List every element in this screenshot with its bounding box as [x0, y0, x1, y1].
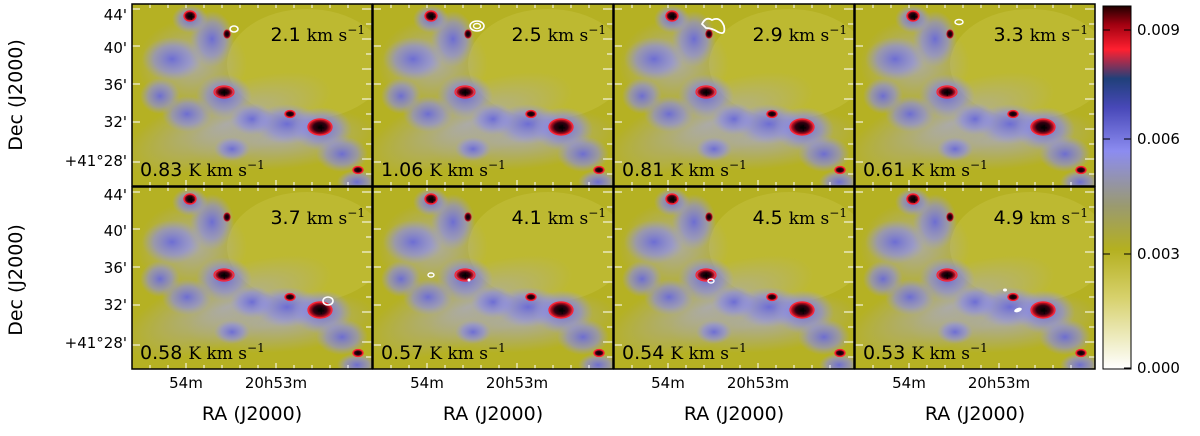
- velocity-label: 2.1 km s−1: [270, 23, 365, 46]
- y-axis-label: Dec (J2000): [5, 224, 27, 336]
- y-tick-label: 36': [104, 76, 127, 94]
- colorbar-tick-label: 0.009: [1137, 21, 1180, 39]
- x-axis-label: RA (J2000): [684, 403, 784, 425]
- y-tick-label: 40': [104, 39, 127, 57]
- white-contour: [1014, 307, 1022, 313]
- x-tick-label: 20h53m: [727, 374, 789, 392]
- x-axis-label: RA (J2000): [202, 403, 302, 425]
- velocity-label: 3.3 km s−1: [993, 23, 1088, 46]
- x-tick-label: 54m: [892, 374, 926, 392]
- y-tick-label: 44': [104, 186, 127, 204]
- x-tick-label: 54m: [410, 374, 444, 392]
- channel-panel: [613, 3, 855, 187]
- y-tick-label: 32': [104, 296, 127, 314]
- x-tick-labels: 54m 20h53m 54m 20h53m 54m 20h53m 54m 20h…: [169, 374, 1030, 392]
- integrated-intensity-label: 0.61 K km s−1: [863, 158, 988, 181]
- velocity-label: 2.9 km s−1: [752, 23, 847, 46]
- integrated-intensity-label: 0.58 K km s−1: [140, 341, 265, 364]
- x-axis-label: RA (J2000): [925, 403, 1025, 425]
- colorbar-tick-label: 0.003: [1137, 245, 1180, 263]
- white-contour: [427, 272, 435, 278]
- channel-panel: [131, 3, 373, 187]
- white-contour: [700, 17, 726, 35]
- white-contour: [322, 296, 334, 306]
- white-contour: [472, 22, 482, 30]
- x-tick-label: 54m: [651, 374, 685, 392]
- y-tick-label: +41°28': [65, 152, 127, 170]
- integrated-intensity-label: 0.83 K km s−1: [140, 158, 265, 181]
- channel-panel: [372, 3, 614, 187]
- colorbar-tick-label: 0.000: [1137, 359, 1180, 377]
- integrated-intensity-label: 1.06 K km s−1: [381, 158, 506, 181]
- integrated-intensity-label: 0.53 K km s−1: [863, 341, 988, 364]
- x-tick-label: 20h53m: [486, 374, 548, 392]
- colorbar-gradient: [1102, 5, 1132, 370]
- y-axis-label: Dec (J2000): [5, 39, 27, 151]
- integrated-intensity-label: 0.81 K km s−1: [622, 158, 747, 181]
- channel-panel: [131, 186, 373, 370]
- x-axis-labels: RA (J2000) RA (J2000) RA (J2000) RA (J20…: [202, 403, 1025, 425]
- integrated-intensity-label: 0.54 K km s−1: [622, 341, 747, 364]
- channel-panel: [854, 3, 1096, 187]
- channel-panel: [854, 186, 1096, 370]
- white-contour: [229, 25, 239, 33]
- y-tick-label: 40': [104, 222, 127, 240]
- x-axis-label: RA (J2000): [443, 403, 543, 425]
- y-tick-labels-row1: 44' 40' 36' 32' +41°28': [65, 6, 127, 170]
- colorbar: 0.009 0.006 0.003 0.000: [1102, 5, 1180, 377]
- y-tick-label: 32': [104, 113, 127, 131]
- y-tick-label: 44': [104, 6, 127, 24]
- velocity-label: 4.5 km s−1: [752, 206, 847, 229]
- white-contour: [954, 18, 964, 26]
- integrated-intensity-label: 0.57 K km s−1: [381, 341, 506, 364]
- white-contour: [467, 278, 471, 282]
- channel-panel: [372, 186, 614, 370]
- velocity-label: 2.5 km s−1: [511, 23, 606, 46]
- colorbar-tick-label: 0.006: [1137, 130, 1180, 148]
- channel-panel: [613, 186, 855, 370]
- white-contour: [1003, 288, 1007, 292]
- y-tick-label: +41°28': [65, 334, 127, 352]
- x-tick-label: 20h53m: [968, 374, 1030, 392]
- x-tick-label: 54m: [169, 374, 203, 392]
- white-contour: [707, 278, 715, 284]
- white-contour: [469, 20, 485, 32]
- y-tick-label: 36': [104, 259, 127, 277]
- y-tick-labels-row2: 44' 40' 36' 32' +41°28': [65, 186, 127, 352]
- velocity-label: 3.7 km s−1: [270, 206, 365, 229]
- velocity-label: 4.9 km s−1: [993, 206, 1088, 229]
- velocity-label: 4.1 km s−1: [511, 206, 606, 229]
- x-tick-label: 20h53m: [245, 374, 307, 392]
